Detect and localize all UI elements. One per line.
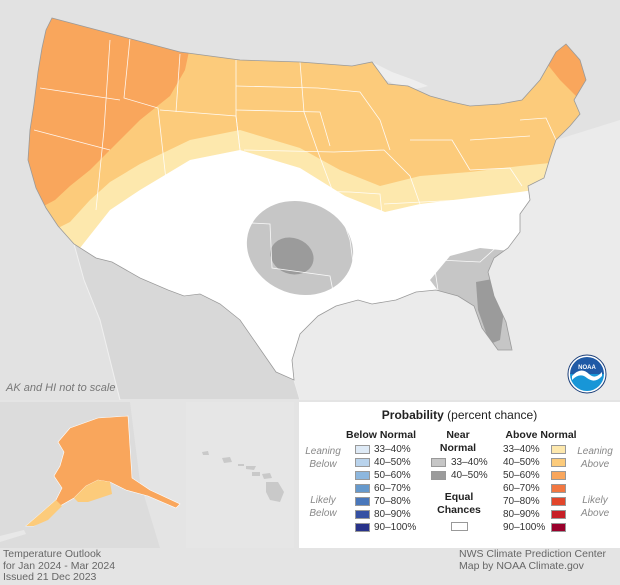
- credit-cpc: NWS Climate Prediction Center: [459, 548, 607, 560]
- below-normal-label: 50–60%: [374, 470, 411, 481]
- conus-map: AK and HI not to scale NOAA: [6, 17, 607, 400]
- below-normal-label: 80–90%: [374, 509, 411, 520]
- near-normal-swatch: [431, 458, 446, 467]
- above-normal-label: 60–70%: [503, 483, 540, 494]
- likely-below-label: Likely Below: [309, 495, 337, 519]
- legend-panel: Probability (percent chance) Below Norma…: [299, 402, 620, 548]
- above-normal-label: 33–40%: [503, 444, 540, 455]
- below-normal-swatch: [355, 458, 370, 467]
- above-normal-header: Above Normal: [505, 429, 577, 441]
- noaa-logo-text: NOAA: [578, 365, 596, 371]
- above-normal-swatch: [551, 445, 566, 454]
- below-normal-label: 60–70%: [374, 483, 411, 494]
- conus-map-graphic: [27, 17, 587, 400]
- below-normal-swatch: [355, 510, 370, 519]
- below-normal-swatch: [355, 471, 370, 480]
- above-normal-label: 80–90%: [503, 509, 540, 520]
- legend-title: Probability (percent chance): [381, 408, 538, 422]
- below-normal-label: 33–40%: [374, 444, 411, 455]
- below-normal-label: 90–100%: [374, 522, 417, 533]
- below-normal-label: 40–50%: [374, 457, 411, 468]
- leaning-below-label: Leaning Below: [305, 446, 341, 470]
- issued-date: Issued 21 Dec 2023: [3, 571, 97, 583]
- above-normal-swatch: [551, 484, 566, 493]
- below-normal-header: Below Normal: [345, 429, 416, 441]
- credit-climate-gov: Map by NOAA Climate.gov: [459, 559, 584, 572]
- outlook-period: for Jan 2024 - Mar 2024: [3, 559, 116, 572]
- above-normal-label: 50–60%: [503, 470, 540, 481]
- below-normal-swatch: [355, 523, 370, 532]
- noaa-logo-icon: NOAA: [567, 354, 607, 394]
- above-normal-swatch: [551, 497, 566, 506]
- leaning-above-label: Leaning Above: [577, 446, 613, 470]
- above-normal-label: 40–50%: [503, 457, 540, 468]
- above-normal-swatch: [551, 458, 566, 467]
- scale-note: AK and HI not to scale: [6, 382, 116, 394]
- outlook-title: Temperature Outlook: [3, 548, 102, 560]
- above-normal-swatch: [551, 510, 566, 519]
- alaska-map: [0, 402, 182, 548]
- above-normal-swatch: [551, 471, 566, 480]
- near-normal-header: Near Normal: [439, 429, 477, 454]
- above-normal-label: 90–100%: [503, 522, 546, 533]
- footer-right: NWS Climate Prediction Center Map by NOA…: [459, 548, 607, 572]
- hawaii-inset: [186, 402, 294, 548]
- near-normal-label: 33–40%: [451, 457, 488, 468]
- equal-chances-label: Equal Chances: [437, 491, 481, 516]
- below-normal-swatch: [355, 484, 370, 493]
- alaska-inset: [0, 402, 182, 548]
- below-normal-swatch: [355, 497, 370, 506]
- below-normal-label: 70–80%: [374, 496, 411, 507]
- likely-above-label: Likely Above: [580, 495, 610, 519]
- above-normal-swatch: [551, 523, 566, 532]
- equal-chances-swatch: [451, 522, 468, 531]
- near-normal-label: 40–50%: [451, 470, 488, 481]
- above-normal-label: 70–80%: [503, 496, 540, 507]
- footer-left: Temperature Outlook for Jan 2024 - Mar 2…: [3, 548, 116, 584]
- near-normal-swatch: [431, 471, 446, 480]
- hawaii-map: [186, 402, 294, 548]
- below-normal-swatch: [355, 445, 370, 454]
